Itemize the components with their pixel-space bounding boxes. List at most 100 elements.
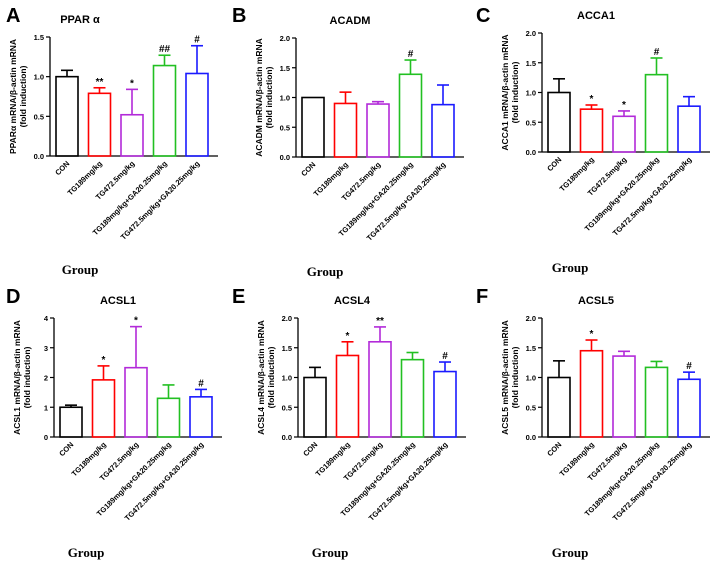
y-tick-label: 1.5 — [282, 344, 292, 353]
chart-panel-f: F ACSL5 ACSL5 mRNA/β-actin mRNA(fold induc… — [476, 286, 710, 560]
bar — [677, 105, 701, 153]
bar — [87, 92, 112, 157]
y-axis-label-line: ACSL5 mRNA/β-actin mRNA — [500, 320, 510, 435]
bar — [612, 355, 636, 438]
x-axis-label: Group — [307, 264, 344, 279]
y-tick-label: 0.0 — [526, 148, 536, 157]
y-tick-label: 0.0 — [282, 433, 292, 442]
x-axis-label: Group — [62, 262, 99, 277]
significance-label: * — [622, 100, 626, 111]
significance-label: # — [442, 351, 448, 362]
significance-label: # — [654, 47, 660, 58]
y-tick-label: 4 — [44, 314, 49, 323]
chart-panel-b: B ACADM ACADM mRNA/β-actin mRNA(fold induc… — [232, 5, 464, 279]
bar — [335, 354, 360, 438]
chart-title: ACSL5 — [578, 295, 614, 307]
chart-title: ACSL4 — [334, 295, 371, 307]
y-axis-label: ACSL4 mRNA/β-actin mRNA(fold induction) — [256, 320, 276, 435]
y-axis-label: ACCA1 mRNA/β-actin mRNA(fold induction) — [500, 34, 520, 150]
chart-panel-d: D ACSL1 ACSL1 mRNA/β-actin mRNA(fold induc… — [6, 286, 222, 560]
y-tick-label: 0.0 — [280, 153, 290, 162]
panel-letter: E — [232, 286, 245, 308]
y-axis-label-line: ACADM mRNA/β-actin mRNA — [254, 38, 264, 157]
y-axis-label-line: (fold induction) — [510, 346, 520, 408]
bar — [333, 102, 358, 158]
significance-label: * — [130, 78, 134, 89]
y-axis-label-line: (fold induction) — [266, 346, 276, 408]
y-tick-label: 0.5 — [280, 123, 290, 132]
significance-label: # — [686, 361, 692, 372]
bar — [433, 370, 457, 438]
bar — [547, 91, 571, 153]
significance-label: ** — [96, 77, 104, 88]
bar — [91, 379, 116, 438]
x-axis-label: Group — [552, 260, 589, 275]
bar — [189, 396, 213, 438]
significance-label: * — [134, 316, 138, 327]
bar — [431, 103, 455, 158]
y-tick-label: 1.0 — [34, 73, 44, 82]
y-tick-label: 2.0 — [282, 314, 292, 323]
y-axis-label-line: (fold induction) — [264, 66, 274, 128]
category-label: CON — [545, 440, 563, 458]
y-tick-label: 0.0 — [34, 152, 44, 161]
significance-label: # — [198, 378, 204, 389]
y-axis-label: ACSL1 mRNA/β-actin mRNA(fold induction) — [12, 320, 32, 435]
y-tick-label: 1.5 — [526, 59, 536, 68]
y-tick-label: 0.5 — [526, 403, 536, 412]
y-axis-label-line: ACSL1 mRNA/β-actin mRNA — [12, 320, 22, 435]
bar — [547, 376, 571, 438]
bar — [579, 108, 604, 153]
significance-label: * — [346, 331, 350, 342]
chart-title: ACADM — [330, 15, 371, 27]
significance-label: * — [102, 355, 106, 366]
y-tick-label: 3 — [44, 344, 48, 353]
y-tick-label: 1.0 — [526, 374, 536, 383]
bar — [368, 340, 392, 438]
y-axis-label: ACSL5 mRNA/β-actin mRNA(fold induction) — [500, 320, 520, 435]
bar — [579, 349, 604, 438]
y-axis-label-line: PPARα mRNA/β-actin mRNA — [8, 39, 18, 154]
chart-title: PPAR α — [60, 14, 100, 26]
y-tick-label: 1 — [44, 403, 48, 412]
significance-label: # — [194, 35, 200, 46]
category-label: CON — [301, 440, 319, 458]
panel-letter: D — [6, 286, 20, 308]
y-axis-label-line: ACSL4 mRNA/β-actin mRNA — [256, 320, 266, 435]
bar — [301, 96, 325, 158]
significance-label: * — [590, 94, 594, 105]
bar — [644, 366, 669, 438]
significance-label: # — [408, 49, 414, 60]
y-tick-label: 1.0 — [280, 94, 290, 103]
bar — [185, 72, 209, 157]
panel-letter: F — [476, 286, 488, 308]
y-tick-label: 1.0 — [282, 374, 292, 383]
x-axis-label: Group — [68, 545, 105, 560]
panel-letter: A — [6, 5, 20, 27]
category-label: CON — [299, 160, 317, 178]
y-axis-label: ACADM mRNA/β-actin mRNA(fold induction) — [254, 38, 274, 157]
y-tick-label: 1.5 — [34, 33, 44, 42]
significance-label: ** — [376, 316, 384, 327]
y-tick-label: 1.5 — [280, 64, 290, 73]
chart-panel-e: E ACSL4 ACSL4 mRNA/β-actin mRNA(fold induc… — [232, 286, 466, 560]
bar — [303, 376, 327, 438]
y-tick-label: 0.5 — [526, 118, 536, 127]
bar — [120, 113, 144, 157]
x-axis-label: Group — [552, 545, 589, 560]
bar — [677, 378, 701, 438]
y-tick-label: 2.0 — [280, 34, 290, 43]
y-tick-label: 2.0 — [526, 29, 536, 38]
bar — [59, 406, 83, 438]
chart-panel-a: A PPAR α PPARα mRNA/β-actin mRNA(fold indu… — [6, 5, 218, 277]
y-axis-label: PPARα mRNA/β-actin mRNA(fold induction) — [8, 39, 28, 154]
bar — [398, 73, 423, 158]
bar — [124, 366, 148, 438]
bar — [612, 115, 636, 153]
chart-title: ACSL1 — [100, 295, 136, 307]
bar — [400, 358, 425, 438]
panel-letter: B — [232, 5, 246, 27]
chart-panel-c: C ACCA1 ACCA1 mRNA/β-actin mRNA(fold induc… — [476, 5, 710, 275]
chart-title: ACCA1 — [577, 10, 615, 22]
